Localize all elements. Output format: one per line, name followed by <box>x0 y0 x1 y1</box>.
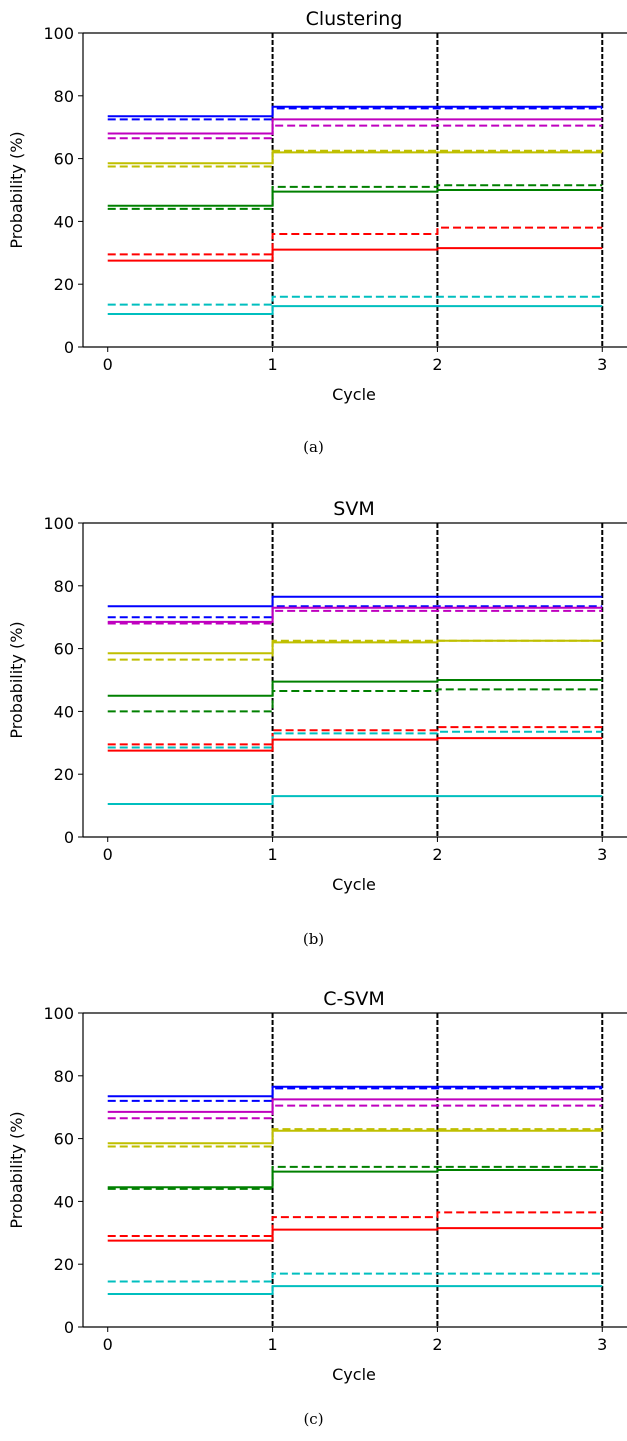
chart-title: C-SVM <box>323 988 385 1010</box>
x-tick-label-2: 2 <box>432 355 442 374</box>
series-line-0 <box>107 1085 603 1098</box>
y-axis-label: Probability (%) <box>7 1111 26 1228</box>
y-axis-label: Probability (%) <box>7 131 26 248</box>
y-tick-label-1: 20 <box>54 275 74 294</box>
series-line-3 <box>107 609 603 625</box>
x-tick-label-1: 1 <box>267 355 277 374</box>
x-tick-label-2: 2 <box>432 845 442 864</box>
series-line-9 <box>107 730 603 749</box>
y-tick-label-5: 100 <box>43 514 74 533</box>
series-line-9 <box>107 247 603 262</box>
series-line-5 <box>107 149 603 168</box>
x-tick-label-0: 0 <box>103 845 113 864</box>
y-tick-label-3: 60 <box>54 150 74 169</box>
x-axis-label: Cycle <box>332 385 376 404</box>
x-tick-label-1: 1 <box>267 845 277 864</box>
series-line-5 <box>107 639 603 661</box>
series-line-11 <box>107 795 603 806</box>
series-line-7 <box>107 688 603 713</box>
y-tick-label-4: 80 <box>54 577 74 596</box>
x-axis-label: Cycle <box>332 1365 376 1384</box>
caption-c: (c) <box>303 1410 324 1428</box>
y-tick-label-4: 80 <box>54 1067 74 1086</box>
series-line-5 <box>107 1128 603 1148</box>
x-tick-label-1: 1 <box>267 1335 277 1354</box>
series-line-9 <box>107 1227 603 1242</box>
chart-panel-2: 0 20 40 60 80 100 0 1 2 3 C-SVM Cycle Probability (%… <box>7 988 627 1384</box>
x-axis-label: Cycle <box>332 875 376 894</box>
x-tick-label-3: 3 <box>597 1335 607 1354</box>
y-tick-label-2: 40 <box>54 702 74 721</box>
series-line-4 <box>107 1129 603 1145</box>
y-tick-label-3: 60 <box>54 640 74 659</box>
chart-panel-0: 0 20 40 60 80 100 0 1 2 3 Clustering Cycle Probabili… <box>7 8 627 404</box>
series-line-6 <box>107 1165 603 1190</box>
series-line-6 <box>107 184 603 210</box>
series-line-2 <box>107 606 603 623</box>
series-line-3 <box>107 1104 603 1120</box>
series-line-8 <box>107 226 603 256</box>
series-line-2 <box>107 118 603 135</box>
x-tick-label-0: 0 <box>103 1335 113 1354</box>
y-tick-label-4: 80 <box>54 87 74 106</box>
series-line-10 <box>107 737 603 752</box>
chart-panel-1: 0 20 40 60 80 100 0 1 2 3 SVM Cycle Probability (%) <box>7 498 627 894</box>
caption-b: (b) <box>302 930 325 948</box>
x-tick-label-3: 3 <box>597 355 607 374</box>
series-line-7 <box>107 1169 603 1189</box>
x-tick-label-3: 3 <box>597 845 607 864</box>
y-tick-label-0: 0 <box>64 338 74 357</box>
series-line-11 <box>107 1285 603 1296</box>
series-line-2 <box>107 1098 603 1113</box>
y-axis-label: Probability (%) <box>7 621 26 738</box>
series-line-10 <box>107 295 603 306</box>
y-tick-label-1: 20 <box>54 1255 74 1274</box>
series-line-4 <box>107 639 603 655</box>
series-line-11 <box>107 305 603 316</box>
y-tick-label-5: 100 <box>43 1004 74 1023</box>
x-tick-label-0: 0 <box>103 355 113 374</box>
chart-title: SVM <box>333 498 374 520</box>
y-tick-label-5: 100 <box>43 24 74 43</box>
series-line-10 <box>107 1272 603 1283</box>
x-tick-label-2: 2 <box>432 1335 442 1354</box>
series-line-4 <box>107 151 603 165</box>
y-tick-label-0: 0 <box>64 1318 74 1337</box>
series-line-0 <box>107 595 603 608</box>
caption-a: (a) <box>303 438 324 456</box>
y-tick-label-1: 20 <box>54 765 74 784</box>
series-line-3 <box>107 124 603 140</box>
chart-title: Clustering <box>306 8 403 30</box>
y-tick-label-0: 0 <box>64 828 74 847</box>
y-tick-label-3: 60 <box>54 1130 74 1149</box>
series-line-1 <box>107 605 603 619</box>
series-line-0 <box>107 105 603 118</box>
series-line-7 <box>107 189 603 207</box>
series-line-8 <box>107 726 603 746</box>
series-line-1 <box>107 1087 603 1102</box>
y-tick-label-2: 40 <box>54 212 74 231</box>
series-line-1 <box>107 107 603 121</box>
series-line-6 <box>107 679 603 697</box>
y-tick-label-2: 40 <box>54 1192 74 1211</box>
series-line-8 <box>107 1211 603 1237</box>
